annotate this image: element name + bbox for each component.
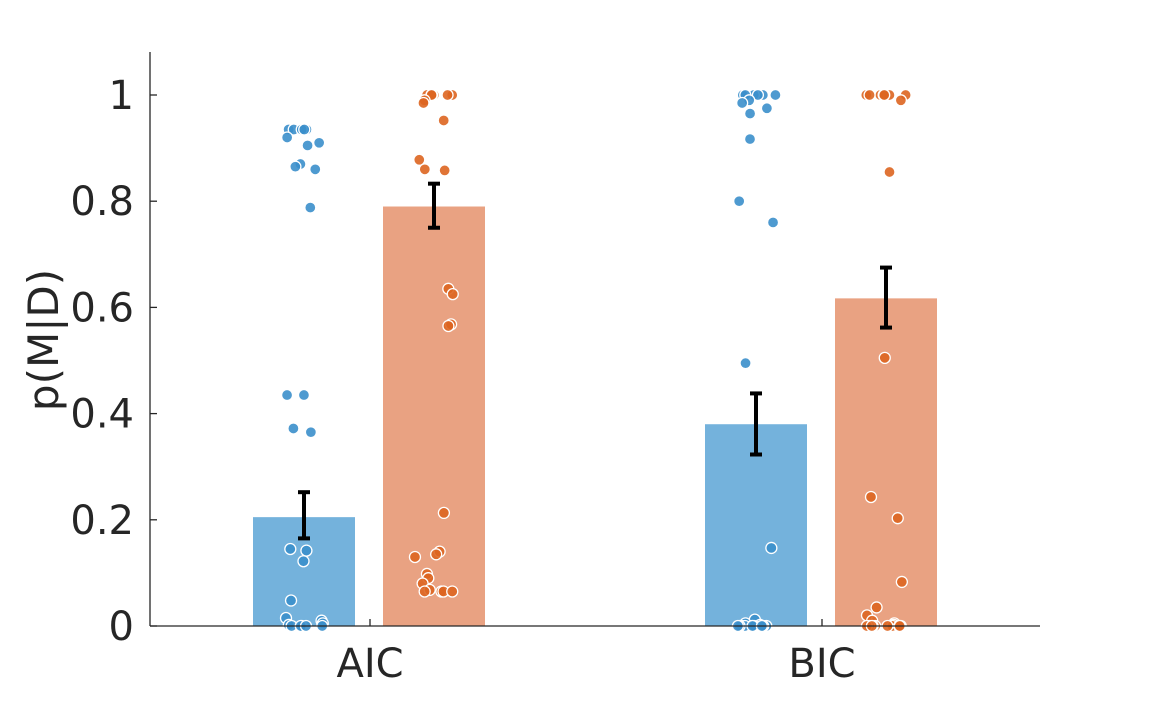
- data-point: [864, 490, 878, 504]
- y-axis-label: p(M|D): [19, 269, 68, 411]
- data-point: [441, 88, 454, 102]
- data-point: [408, 550, 422, 564]
- data-point: [297, 388, 311, 402]
- data-point: [289, 160, 302, 173]
- data-point: [766, 216, 780, 229]
- data-point: [309, 163, 322, 176]
- x-tick-label-bic: BIC: [788, 641, 855, 687]
- data-point: [301, 139, 314, 152]
- data-point: [743, 107, 757, 120]
- y-ticks: 0 0.2 0.4 0.6 0.8 1: [70, 73, 157, 650]
- data-point: [438, 164, 451, 177]
- data-point: [430, 548, 443, 561]
- data-point: [894, 94, 908, 107]
- data-point: [446, 585, 459, 598]
- data-point: [304, 426, 318, 439]
- data-point: [870, 601, 883, 614]
- bars-layer: [253, 206, 937, 626]
- data-point: [284, 542, 297, 556]
- bar-aic-1: [383, 206, 485, 626]
- data-point: [298, 123, 311, 136]
- data-point: [280, 388, 294, 402]
- data-point: [891, 512, 904, 525]
- data-point: [313, 136, 326, 149]
- data-point: [765, 541, 778, 555]
- bar-bic-0: [705, 424, 807, 626]
- y-tick-label: 0.4: [70, 392, 134, 438]
- y-tick-label: 0: [109, 604, 134, 650]
- data-point: [280, 131, 294, 144]
- data-point: [297, 555, 310, 568]
- data-point: [437, 506, 451, 520]
- x-ticks: AIC BIC: [336, 619, 856, 687]
- data-point: [739, 357, 752, 370]
- data-point: [284, 594, 298, 607]
- data-point: [437, 114, 450, 127]
- data-point: [413, 153, 426, 166]
- points-layer: [279, 88, 912, 633]
- y-tick-label: 0.2: [70, 498, 134, 544]
- data-point: [418, 163, 431, 176]
- y-tick-label: 1: [109, 73, 134, 119]
- data-point: [304, 201, 317, 214]
- data-point: [442, 319, 455, 333]
- data-point: [895, 575, 909, 589]
- data-point: [760, 102, 774, 115]
- data-point: [417, 96, 430, 110]
- y-tick-label: 0.6: [70, 285, 134, 331]
- data-point: [743, 132, 757, 146]
- data-point: [733, 195, 746, 208]
- errorbars-layer: [298, 181, 892, 541]
- data-point: [863, 88, 876, 102]
- x-tick-label-aic: AIC: [336, 641, 403, 687]
- y-tick-label: 0.8: [70, 179, 134, 225]
- data-point: [418, 585, 431, 598]
- data-point: [287, 422, 300, 435]
- data-point: [769, 88, 782, 102]
- data-point: [751, 88, 765, 102]
- data-point: [878, 88, 891, 102]
- data-point: [300, 544, 313, 557]
- data-point: [735, 96, 749, 110]
- bar-bic-1: [835, 298, 937, 626]
- data-point: [878, 351, 891, 364]
- data-point: [883, 165, 896, 179]
- data-point: [446, 287, 459, 301]
